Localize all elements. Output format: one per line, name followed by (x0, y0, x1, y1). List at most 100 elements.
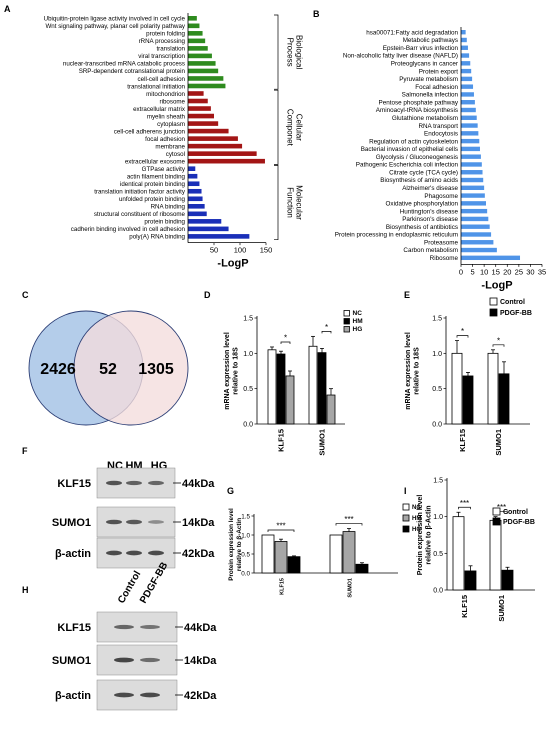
bar-b-27 (461, 240, 494, 245)
category-label-b-21: Phagosome (424, 193, 458, 200)
y-axis-title-chartD: mRNA expression level relative to 18S (224, 332, 240, 410)
bar-b-26 (461, 232, 492, 237)
legend-label-chartE-1: PDGF-BB (500, 310, 532, 317)
bar-b-29 (461, 255, 521, 261)
category-label-a-1-6: focal adhesion (145, 136, 185, 143)
bar-a-2-4 (188, 196, 203, 202)
category-label-b-23: Huntington's disease (400, 208, 459, 215)
group-label-a-1: CellularComponet (286, 109, 304, 147)
bar-chartE-1-1 (498, 373, 510, 425)
bar-chartI-0-1 (464, 570, 477, 591)
category-label-a-0-8: cell-cell adhesion (138, 76, 186, 83)
category-label-b-7: Focal adhesion (415, 84, 458, 91)
sig-label-chartE-1: * (497, 336, 500, 345)
bar-b-11 (461, 115, 477, 120)
category-label-b-19: Biosynthesis of amino acids (380, 177, 458, 184)
bar-b-7 (461, 84, 474, 89)
y-tick-label-chartG-0: 0.0 (241, 571, 250, 578)
category-label-b-22: Oxidative phosphorylation (386, 201, 459, 208)
bar-a-0-2 (188, 31, 203, 36)
y-tick-label-chartI-2: 1.0 (433, 514, 443, 521)
bar-a-1-4 (188, 121, 219, 126)
bar-chartG-1-0 (329, 534, 343, 574)
legend-swatch-chartI-0 (492, 507, 501, 516)
y-tick-label-chartD-2: 1.0 (243, 351, 253, 358)
bar-b-5 (461, 68, 472, 74)
band-blotF-0-2 (148, 480, 164, 486)
x-axis-title-a: -LogP (217, 258, 248, 270)
band-blotF-2-1 (126, 550, 142, 556)
size-label-blotH-1: 14kDa (184, 655, 217, 667)
band-blotF-2-0 (106, 550, 122, 556)
category-label-b-2: Epstein-Barr virus infection (383, 45, 459, 52)
bar-b-8 (461, 92, 474, 97)
bar-chartD-1-0 (308, 345, 318, 425)
chart-c-venn: 2426 52 1305 (28, 310, 189, 426)
bar-b-21 (461, 193, 485, 198)
sig-label-chartE-0: * (461, 327, 464, 336)
category-label-a-2-0: GTPase activity (142, 166, 186, 173)
category-label-a-0-4: translation (156, 46, 185, 53)
venn-count-overlap: 52 (99, 361, 117, 378)
bar-b-9 (461, 100, 475, 105)
sig-label-chartD-1: * (325, 323, 328, 332)
blot-strip-blotH-0 (96, 611, 178, 643)
bar-chartG-0-2 (287, 556, 301, 574)
category-label-b-14: Regulation of actin cytoskeleton (369, 138, 458, 145)
legend-swatch-chartE-0 (489, 297, 498, 306)
category-label-a-1-8: cytosol (166, 151, 185, 158)
bar-a-1-5 (188, 128, 229, 134)
bar-a-0-3 (188, 38, 206, 44)
category-label-a-2-1: actin filament binding (127, 174, 186, 181)
blot-strip-blotH-2 (96, 679, 178, 711)
category-label-a-0-9: translational initiation (127, 83, 185, 90)
bar-chartG-1-2 (355, 563, 369, 574)
category-label-a-2-2: identical protein binding (120, 181, 186, 188)
y-tick-label-chartI-0: 0.0 (433, 588, 443, 595)
bar-a-2-9 (188, 234, 250, 239)
size-label-blotF-1: 14kDa (182, 517, 215, 529)
bar-chartD-0-0 (267, 349, 277, 425)
legend-label-chartD-2: HG (353, 326, 363, 333)
bar-a-2-1 (188, 173, 198, 179)
y-tick-label-chartD-3: 1.5 (243, 316, 253, 323)
x-tick-label-b-5: 25 (515, 267, 523, 276)
legend-swatch-chartI-1 (492, 517, 501, 526)
blot-strip-blotH-1 (96, 644, 178, 676)
sig-label-chartG-1: *** (344, 515, 353, 524)
category-label-b-24: Parkinson's disease (402, 216, 458, 223)
category-label-a-2-6: structural constituent of ribosome (94, 211, 186, 218)
y-axis-title-chartG: Protein expression levelrelative to β-Ac… (228, 508, 243, 581)
band-blotF-1-2 (148, 520, 164, 524)
legend-swatch-chartD-0 (343, 310, 350, 317)
category-label-b-25: Biosynthesis of antibiotics (386, 224, 458, 231)
category-label-b-5: Protein export (419, 68, 458, 75)
bar-a-0-0 (188, 16, 197, 21)
category-label-chartI-0: KLF15 (460, 595, 469, 618)
bar-b-6 (461, 76, 473, 82)
bar-b-20 (461, 185, 485, 190)
category-label-b-11: Glutathione metabolism (392, 115, 458, 122)
category-label-b-15: Bacterial invasion of epithelial cells (361, 146, 458, 153)
bar-chartE-0-0 (451, 352, 463, 425)
group-bracket-a-2 (274, 165, 279, 241)
y-tick-label-chartD-1: 0.5 (243, 386, 253, 393)
y-tick-label-chartD-0: 0.0 (243, 422, 253, 429)
category-label-b-4: Proteoglycans in cancer (391, 61, 458, 68)
x-tick-label-b-3: 15 (492, 267, 500, 276)
sig-label-chartD-0: * (284, 333, 287, 342)
bar-chartD-1-1 (317, 352, 327, 425)
category-label-a-2-8: cadherin binding involved in cell adhesi… (71, 226, 186, 233)
bar-chartE-0-1 (462, 375, 474, 425)
x-tick-label-a-2: 150 (260, 246, 273, 255)
bar-b-18 (461, 170, 483, 175)
category-label-b-28: Carbon metabolism (403, 247, 458, 254)
size-label-blotH-0: 44kDa (184, 622, 217, 634)
bar-a-0-4 (188, 46, 208, 51)
y-tick-label-chartG-1: 0.5 (241, 552, 250, 559)
group-label-a-0: BiologicalProcess (286, 35, 304, 69)
legend-swatch-chartG-2 (402, 525, 410, 533)
band-blotF-0-1 (126, 480, 142, 486)
bar-chartE-1-0 (487, 352, 499, 425)
